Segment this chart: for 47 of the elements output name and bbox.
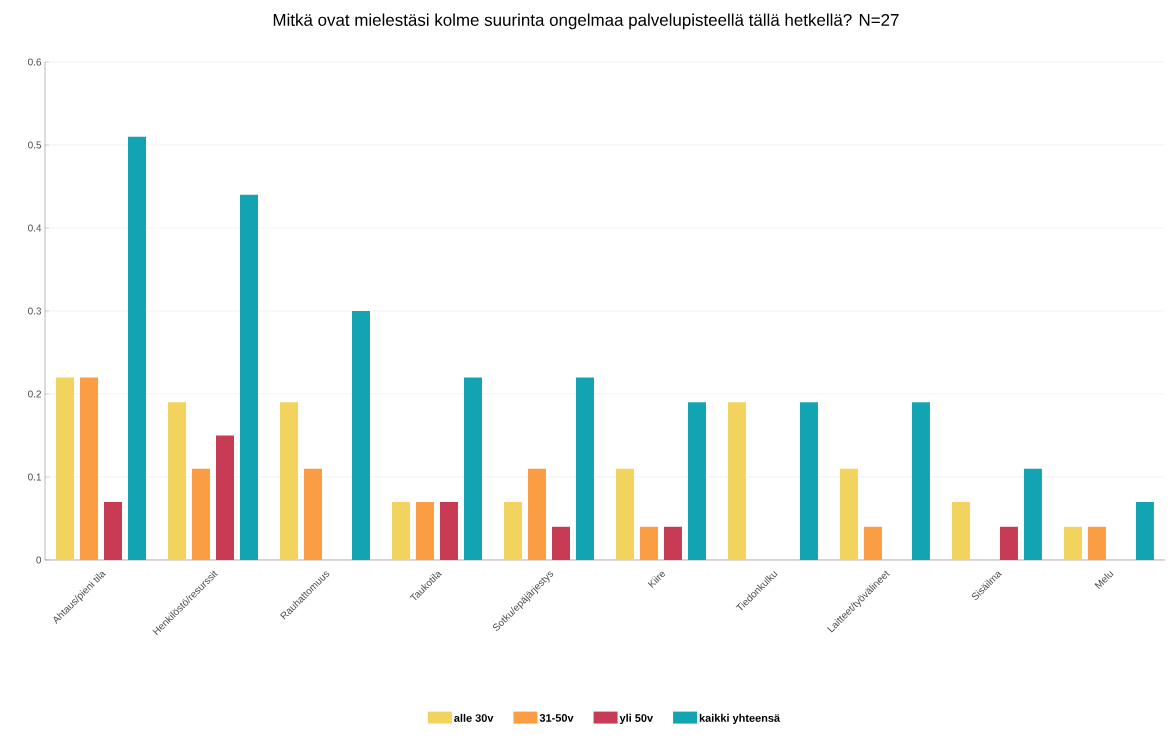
bar <box>279 402 298 560</box>
bar <box>1087 526 1106 560</box>
bar <box>615 468 634 560</box>
bar <box>863 526 882 560</box>
bar <box>639 526 658 560</box>
bar <box>727 402 746 560</box>
bar <box>687 402 706 560</box>
bar <box>663 526 682 560</box>
bar <box>1135 501 1154 560</box>
bar <box>351 310 370 560</box>
bar <box>104 501 122 560</box>
legend-label: 31-50v <box>539 714 574 722</box>
y-tick-label: 0.1 <box>28 473 42 481</box>
bar <box>128 136 146 560</box>
bar <box>551 526 570 560</box>
y-tick-label: 0.3 <box>28 307 42 315</box>
legend-label: kaikki yhteensä <box>699 713 781 725</box>
bar <box>911 402 930 560</box>
bar <box>439 501 458 560</box>
bar <box>192 468 210 560</box>
y-tick-label: 0.6 <box>28 58 42 66</box>
bar <box>216 435 234 560</box>
bar <box>839 468 858 560</box>
y-tick-label: 0.2 <box>28 390 41 398</box>
bar <box>415 501 434 560</box>
bar <box>503 501 522 560</box>
x-tick-label: Kiire <box>647 571 666 588</box>
y-tick-label: 0 <box>36 556 42 564</box>
bar <box>1063 526 1082 560</box>
y-tick-label: 0.5 <box>28 141 42 149</box>
bar <box>799 402 818 560</box>
legend-label: yli 50v <box>619 713 654 725</box>
y-tick-label: 0.4 <box>28 224 42 232</box>
legend-label: alle 30v <box>454 713 494 722</box>
bar <box>168 402 186 560</box>
bar <box>575 377 594 560</box>
chart-title: Mitkä ovat mielestäsi kolme suurinta ongelmaa palvelupisteellä tällä hetkellä? N=27 <box>273 13 899 30</box>
bar <box>56 377 74 560</box>
bar <box>80 377 98 560</box>
bar <box>240 194 258 560</box>
bar <box>391 501 410 560</box>
bar <box>527 468 546 560</box>
bar <box>463 377 482 560</box>
bar <box>303 468 322 560</box>
bar <box>999 526 1018 560</box>
bar <box>951 501 970 560</box>
bar <box>1023 468 1042 560</box>
